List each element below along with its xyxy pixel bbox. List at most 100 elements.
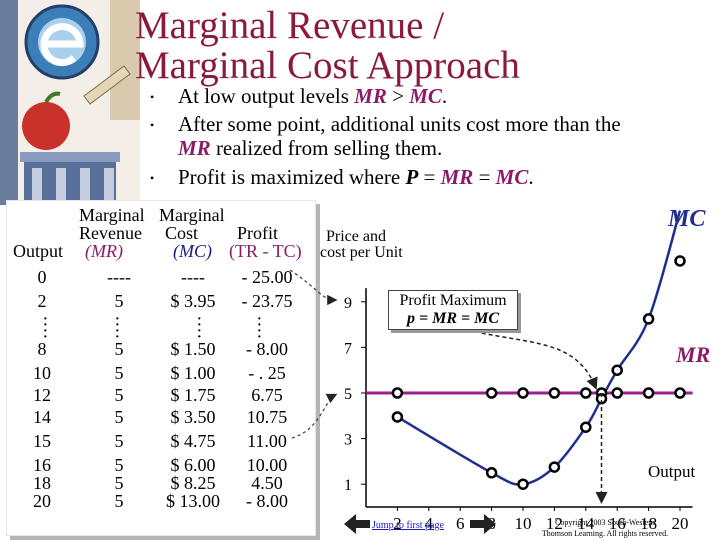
mc-series-line — [396, 210, 682, 486]
mc-point — [517, 478, 529, 490]
mc-point — [674, 255, 686, 267]
jump-to-first-page-link[interactable]: Jump to first page — [372, 520, 444, 531]
x-tick-label: 20 — [672, 514, 689, 533]
title-line-1: Marginal Revenue / — [135, 4, 445, 47]
mr-curve-label: MR — [676, 342, 711, 367]
table-cell-output: 14 — [33, 407, 51, 427]
table-pointer-arrow — [289, 269, 338, 306]
bullet-3: Profit is maximized where P = MR = MC. — [178, 165, 534, 189]
apple-icon — [22, 102, 70, 150]
table-cell-profit: - 8.00 — [246, 339, 288, 359]
mc-point — [611, 364, 623, 376]
mr-point — [674, 387, 686, 399]
mc-point — [485, 467, 498, 479]
table-cell-profit: - 23.75 — [241, 291, 293, 311]
mr-point — [391, 387, 404, 399]
bullet-2: After some point, additional units cost … — [178, 112, 621, 136]
x-tick-label: 12 — [546, 514, 563, 533]
table-cell-mr: 5 — [114, 291, 124, 311]
x-tick-label: 4 — [425, 514, 434, 533]
header-mc-abbr: (MC) — [173, 241, 212, 261]
header-mc-line2: Cost — [165, 223, 199, 243]
x-tick-label: 6 — [456, 514, 465, 533]
decorative-clipart — [0, 0, 140, 205]
x-tick-label: 18 — [640, 514, 657, 533]
table-cell-output: 18 — [33, 473, 51, 493]
data-table: Marginal Marginal Revenue Cost Profit Ou… — [6, 200, 316, 536]
table-cell-profit: - 25.00 — [241, 267, 293, 287]
profit-maximum-title: Profit Maximum — [399, 292, 507, 309]
table-cell-output: 15 — [33, 431, 51, 451]
bullet-2-cont: MR realized from selling them. — [178, 136, 443, 160]
copyright-notice: Copyright 2003 South-Western Thomson Lea… — [541, 518, 669, 538]
mr-point — [642, 387, 655, 399]
mc-point — [642, 313, 655, 325]
y-tick-label: 3 — [344, 432, 352, 449]
ellipsis-icon: · · · · — [43, 312, 48, 345]
ellipsis-icon: · · · · — [115, 312, 120, 345]
header-mr-abbr: (MR) — [85, 241, 123, 261]
table-cell-profit: 11.00 — [247, 431, 287, 451]
bullet-dot: • — [150, 171, 155, 185]
y-axis-label-1: Price and — [326, 228, 386, 245]
mc-point — [391, 411, 404, 423]
mc-point — [548, 461, 561, 473]
chart-markers — [289, 255, 686, 504]
x-tick-label: 16 — [609, 514, 626, 533]
table-cell-profit: 10.75 — [246, 407, 288, 427]
chart-ticks: 135792468101214161820 — [344, 295, 689, 533]
table-cell-output: 2 — [37, 291, 47, 311]
table-cell-output: 12 — [33, 385, 51, 405]
header-profit-line1: Profit — [237, 223, 279, 243]
table-cell-mc: $ 13.00 — [166, 491, 220, 511]
table-cell-mr: 5 — [114, 455, 124, 475]
table-cell-profit: 6.75 — [251, 385, 283, 405]
table-cell-mr: 5 — [114, 431, 124, 451]
y-tick-label: 5 — [344, 386, 352, 403]
profit-maximum-equation: p = MR = MC — [406, 310, 500, 327]
mc-curve — [396, 210, 682, 486]
table-cell-output: 8 — [37, 339, 47, 359]
next-arrow-icon[interactable] — [470, 514, 496, 534]
table-cell-output: 10 — [33, 363, 51, 383]
table-cell-mr: 5 — [114, 363, 124, 383]
chart-axes — [365, 288, 693, 508]
y-tick-label: 7 — [344, 340, 352, 357]
table-cell-mr: 5 — [114, 473, 124, 493]
mr-point — [611, 387, 623, 399]
header-mc-line1: Marginal — [159, 205, 225, 225]
profit-max-callout-arrow — [467, 329, 598, 390]
ellipsis-icon: · · · · — [257, 312, 262, 345]
table-cell-mc: $ 1.50 — [170, 339, 216, 359]
profit-maximum-callout: Profit Maximum p = MR = MC — [388, 290, 518, 330]
table-cell-mc: $ 8.25 — [170, 473, 216, 493]
table-cell-mc: $ 6.00 — [170, 455, 216, 475]
mc-point — [580, 421, 592, 433]
header-mr-line1: Marginal — [79, 205, 145, 225]
title-line-2: Marginal Cost Approach — [135, 44, 520, 87]
table-cell-mc: $ 1.75 — [170, 385, 216, 405]
y-tick-label: 9 — [344, 295, 352, 312]
mc-curve-label: MC — [668, 206, 706, 232]
table-cell-output: 16 — [33, 455, 51, 475]
prev-arrow-icon[interactable] — [344, 514, 370, 534]
table-cell-mr: ---- — [107, 267, 131, 287]
x-axis-label: Output — [648, 462, 696, 481]
mr-point — [517, 387, 529, 399]
table-cell-output: 20 — [33, 491, 51, 511]
table-cell-mc: $ 3.95 — [170, 291, 216, 311]
mr-point — [485, 387, 498, 399]
mr-point — [548, 387, 561, 399]
table-cell-profit: - 8.00 — [246, 491, 288, 511]
table-cell-profit: - . 25 — [248, 363, 286, 383]
bullet-dot: • — [150, 90, 155, 104]
header-profit-abbr: (TR - TC) — [229, 241, 302, 261]
table-cell-mr: 5 — [114, 385, 124, 405]
y-tick-label: 1 — [344, 477, 352, 494]
bullet-1: At low output levels MR > MC. — [178, 84, 448, 108]
x-tick-label: 2 — [393, 514, 402, 533]
y-axis-label-2: cost per Unit — [320, 244, 403, 261]
table-cell-mr: 5 — [114, 339, 124, 359]
table-cell-output: 0 — [37, 267, 47, 287]
